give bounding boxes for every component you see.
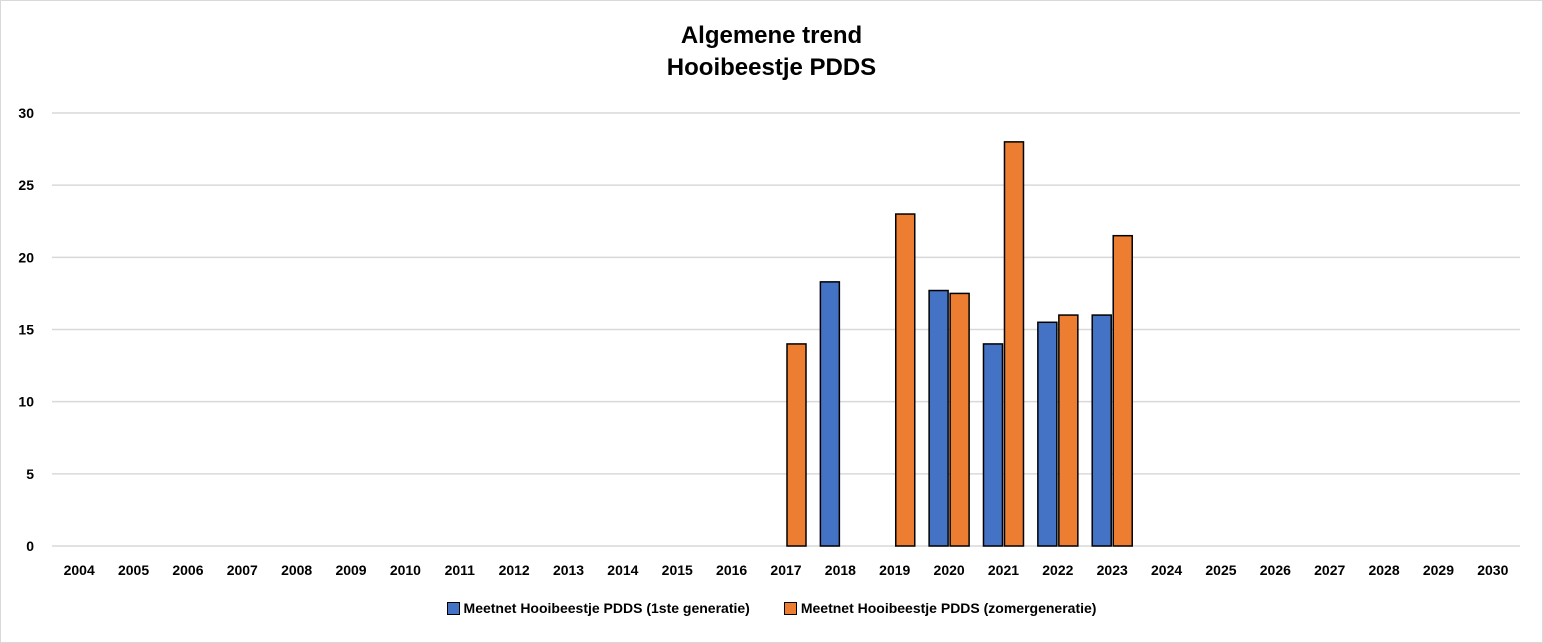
bar: [949, 292, 970, 547]
x-tick-label: 2009: [335, 562, 366, 578]
x-tick-label: 2011: [445, 562, 476, 578]
y-tick-label: 25: [18, 177, 34, 193]
legend-item-first-generation: Meetnet Hooibeestje PDDS (1ste generatie…: [446, 600, 750, 616]
bar: [1091, 314, 1112, 547]
x-tick-label: 2014: [607, 562, 638, 578]
bar: [894, 213, 916, 547]
x-tick-label: 2027: [1314, 562, 1345, 578]
y-tick-label: 30: [18, 105, 34, 121]
x-tick-label: 2029: [1423, 562, 1454, 578]
x-tick-label: 2025: [1205, 562, 1236, 578]
legend: Meetnet Hooibeestje PDDS (1ste generatie…: [0, 600, 1543, 616]
bar: [786, 343, 807, 547]
y-tick-label: 5: [26, 466, 34, 482]
x-tick-label: 2012: [499, 562, 530, 578]
y-tick-label: 10: [18, 394, 34, 410]
x-tick-label: 2023: [1097, 562, 1128, 578]
bar: [982, 343, 1004, 547]
bar: [1003, 141, 1025, 547]
x-tick-label: 2017: [770, 562, 801, 578]
x-tick-label: 2026: [1260, 562, 1291, 578]
x-tick-label: 2020: [934, 562, 965, 578]
legend-label-summer-generation: Meetnet Hooibeestje PDDS (zomergeneratie…: [800, 600, 1097, 616]
bar: [1037, 321, 1058, 547]
y-tick-label: 20: [18, 249, 34, 265]
legend-label-first-generation: Meetnet Hooibeestje PDDS (1ste generatie…: [463, 600, 750, 616]
x-tick-label: 2022: [1042, 562, 1073, 578]
x-tick-label: 2028: [1368, 562, 1399, 578]
x-tick-label: 2021: [988, 562, 1019, 578]
x-tick-label: 2016: [716, 562, 747, 578]
legend-swatch-first-generation: [446, 601, 460, 615]
bar: [1112, 234, 1133, 547]
x-tick-label: 2019: [879, 562, 910, 578]
chart-title-line-1: Algemene trend: [680, 22, 863, 49]
y-tick-label: 0: [26, 538, 34, 554]
legend-swatch-summer-generation: [783, 601, 797, 615]
bar: [928, 289, 949, 547]
x-tick-label: 2018: [825, 562, 856, 578]
y-tick-label: 15: [18, 322, 34, 338]
x-tick-label: 2013: [553, 562, 584, 578]
x-tick-label: 2007: [227, 562, 258, 578]
x-tick-label: 2024: [1151, 562, 1182, 578]
x-tick-label: 2008: [281, 562, 312, 578]
x-tick-label: 2006: [172, 562, 203, 578]
x-tick-label: 2010: [390, 562, 421, 578]
legend-item-summer-generation: Meetnet Hooibeestje PDDS (zomergeneratie…: [783, 600, 1097, 616]
bar: [1058, 314, 1079, 547]
chart-title: Algemene trend Hooibeestje PDDS: [0, 20, 1543, 84]
bar: [819, 281, 841, 547]
chart-title-line-2: Hooibeestje PDDS: [666, 54, 877, 81]
x-tick-label: 2004: [64, 562, 95, 578]
x-tick-label: 2015: [662, 562, 693, 578]
x-tick-label: 2005: [118, 562, 149, 578]
x-tick-label: 2030: [1477, 562, 1508, 578]
